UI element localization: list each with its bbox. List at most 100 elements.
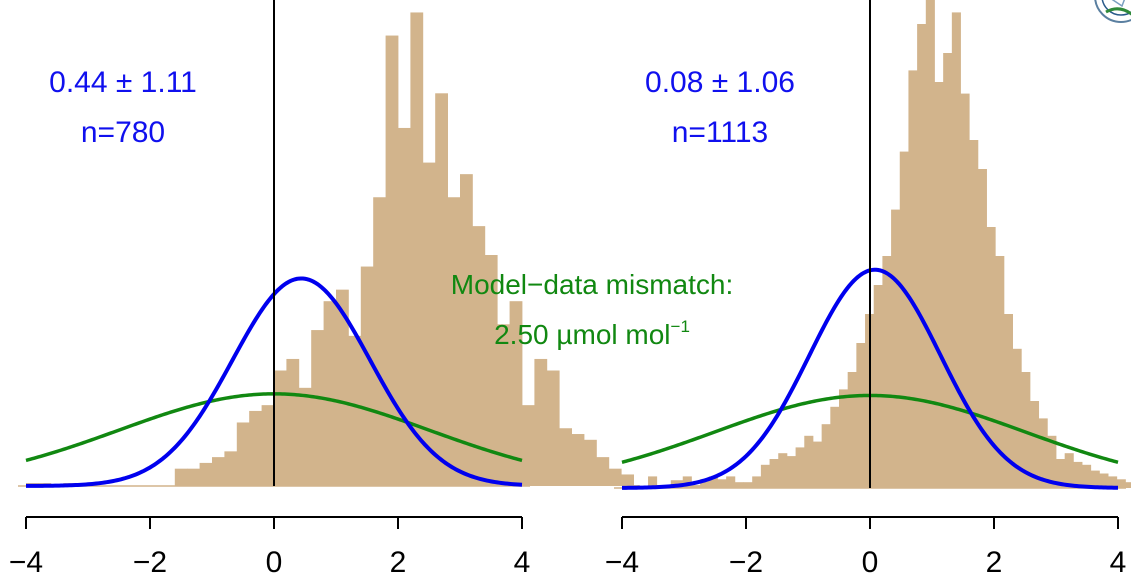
left-x-tick-label: −2 — [133, 546, 167, 577]
left-histogram-bar — [571, 434, 585, 486]
right-histogram-bar — [1090, 470, 1100, 488]
left-histogram-bar — [497, 324, 510, 486]
right-histogram-bar — [873, 285, 883, 488]
left-histogram-bar — [187, 468, 200, 486]
left-histogram-bar — [336, 289, 349, 486]
left-histogram-bar — [460, 174, 473, 486]
left-histogram-bar — [373, 197, 386, 486]
right-histogram-bar — [1038, 418, 1048, 488]
right-histogram-bar — [1021, 372, 1031, 488]
right-histogram-bar — [752, 476, 762, 488]
left-histogram-bar — [596, 457, 610, 486]
left-histogram-bar — [621, 474, 634, 486]
left-histogram-bar — [199, 462, 213, 486]
right-histogram-bar — [648, 476, 658, 488]
left-x-tick-label: −4 — [9, 546, 43, 577]
right-histogram-bar — [700, 479, 710, 488]
right-histogram-bar — [821, 424, 831, 488]
left-histogram-bar — [323, 301, 337, 486]
right-histogram-bar — [986, 227, 996, 488]
left-histogram-bar — [224, 451, 238, 486]
left-histogram-bar — [410, 12, 424, 486]
right-x-tick-label: 2 — [986, 546, 1003, 577]
mismatch-value-sup: −1 — [671, 317, 690, 336]
left-histogram-bar — [447, 197, 461, 486]
right-histogram-bar — [778, 453, 788, 488]
right-histogram-bar — [1029, 401, 1040, 488]
right-histogram-bar — [830, 406, 840, 488]
left-histogram-bar — [360, 266, 374, 486]
right-histogram-bar — [1064, 453, 1074, 488]
right-histogram-bar — [917, 24, 927, 488]
right-histogram-bar — [977, 169, 987, 488]
right-x-tick-label: −4 — [605, 546, 639, 577]
right-histogram-bar — [812, 441, 823, 488]
left-histogram-bar — [484, 255, 498, 486]
right-histogram-bar — [891, 209, 901, 488]
right-histogram-bar — [960, 93, 970, 488]
right-n-label: n=1113 — [672, 116, 769, 149]
left-histogram-bar — [261, 405, 275, 486]
left-histogram-bar — [608, 468, 622, 486]
right-histogram-bar — [795, 447, 805, 488]
right-histogram-bar — [760, 464, 770, 488]
right-histogram-bar — [856, 343, 866, 488]
left-histogram-bar — [385, 35, 399, 487]
right-histogram-bar — [708, 476, 718, 488]
right-histogram-bar — [1116, 479, 1126, 488]
right-histogram-bar — [734, 482, 744, 488]
right-histogram-bar — [1108, 476, 1118, 488]
logo-icon — [1094, 0, 1131, 23]
left-x-tick-label: 2 — [390, 546, 407, 577]
right-x-tick-label: 0 — [862, 546, 879, 577]
right-histogram-bar — [995, 256, 1005, 488]
left-stats-label: 0.44 ± 1.11 — [49, 66, 197, 99]
left-histogram-bar — [348, 335, 362, 486]
left-histogram-bar — [546, 370, 560, 486]
right-histogram-bar — [925, 0, 935, 488]
right-histogram-bar — [726, 476, 736, 488]
left-histogram-bar — [534, 358, 548, 486]
right-histogram-bar — [1125, 482, 1131, 488]
left-histogram-panel: −4 −2 0 2 4 — [9, 0, 684, 577]
mismatch-value-text: 2.50 µmol mol — [494, 319, 670, 350]
right-histogram-panel: −4 −2 0 2 4 — [605, 0, 1131, 577]
right-histogram-bar — [717, 479, 727, 488]
right-histogram-bar — [804, 435, 814, 488]
left-histogram-bar — [422, 162, 436, 486]
left-histogram-bar — [509, 301, 523, 486]
right-histogram-bar — [1047, 435, 1057, 488]
left-histogram-bar — [212, 457, 225, 486]
right-x-tick-label: 4 — [1110, 546, 1127, 577]
right-histogram-bar — [743, 482, 753, 488]
right-histogram-bar — [1056, 459, 1066, 488]
left-histogram-bar — [584, 439, 597, 486]
left-x-tick-label: 4 — [514, 546, 531, 577]
right-histogram-bar — [969, 140, 979, 488]
left-histogram-bar — [249, 410, 262, 486]
left-histogram-bar — [435, 93, 448, 487]
right-histogram-bar — [1082, 464, 1092, 488]
left-histogram-bar — [311, 330, 324, 486]
left-x-tick-label: 0 — [266, 546, 283, 577]
mismatch-label: Model−data mismatch: — [451, 269, 733, 300]
left-histogram-bar — [522, 405, 535, 486]
right-histogram-bar — [951, 12, 961, 489]
right-histogram-bar — [1003, 314, 1013, 488]
right-histogram-bar — [899, 151, 909, 488]
left-histogram-bar — [298, 387, 312, 486]
right-histogram-bar — [691, 485, 701, 488]
right-histogram-bar — [1073, 461, 1083, 488]
right-x-tick-label: −2 — [729, 546, 763, 577]
right-stats-label: 0.08 ± 1.06 — [645, 66, 795, 99]
right-histogram-bar — [847, 372, 857, 488]
left-histogram-bar — [236, 422, 250, 486]
left-histogram-bar — [472, 226, 486, 486]
left-n-label: n=780 — [81, 116, 165, 149]
right-histogram-bar — [839, 389, 849, 488]
left-histogram-bar — [559, 428, 572, 486]
right-histogram-bar — [682, 476, 692, 488]
left-histogram-bar — [286, 358, 300, 486]
left-histogram-bar — [174, 468, 188, 486]
right-histogram-bar — [769, 459, 779, 488]
